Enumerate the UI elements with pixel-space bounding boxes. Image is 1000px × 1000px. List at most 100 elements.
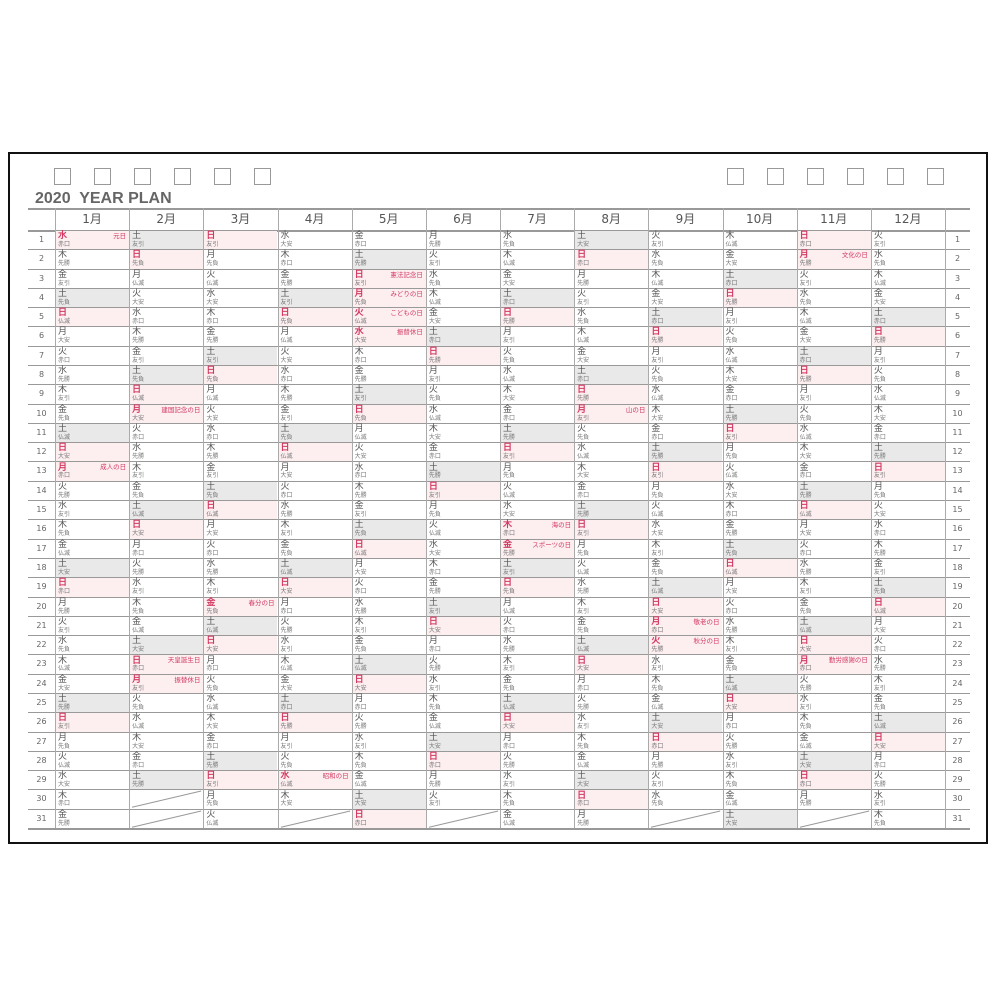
day-cell[interactable]: 仏滅 [724,462,797,480]
day-cell[interactable]: 友引 [501,327,574,345]
day-cell[interactable]: 赤口 [204,655,277,673]
day-cell[interactable]: 赤口 [575,790,649,809]
day-cell[interactable]: 仏滅 [204,385,277,403]
day-cell[interactable]: 仏滅 [56,540,129,558]
day-cell[interactable]: 先勝 [724,520,797,538]
day-cell[interactable]: 先負 [501,231,574,249]
day-cell[interactable]: 先勝 [204,751,278,771]
day-cell[interactable]: 先勝 [575,501,649,520]
day-cell[interactable]: 先負 [56,636,129,654]
day-cell[interactable]: 仏滅 [871,597,945,616]
day-cell[interactable]: 先負 [724,771,797,789]
day-cell[interactable]: 大安 [872,289,945,307]
day-cell[interactable]: 大安 [279,790,352,808]
day-cell[interactable]: 友引 [56,617,129,635]
day-cell[interactable]: 仏滅 [352,655,426,674]
day-cell[interactable]: 友引 [204,771,278,790]
day-cell[interactable]: 先負 [56,405,129,423]
day-cell[interactable]: 赤口 [352,809,426,828]
day-cell[interactable]: 大安 [501,713,575,732]
day-cell[interactable]: 先勝 [798,559,871,577]
day-cell[interactable]: 先負 [649,366,722,384]
day-cell[interactable]: 友引 [278,288,352,308]
day-cell[interactable]: 大安 [872,617,945,635]
day-cell[interactable]: 先勝 [56,693,130,713]
day-cell[interactable]: 大安 [279,462,352,480]
day-cell[interactable]: 大安 [649,520,722,538]
day-cell[interactable]: 大安 [649,713,723,732]
day-cell[interactable]: 先負 [204,366,278,385]
day-cell[interactable]: 先負 [56,733,129,751]
day-cell[interactable]: 仏滅 [724,231,797,249]
day-cell[interactable]: 赤口 [649,732,723,751]
day-cell[interactable]: 仏滅 [797,501,871,520]
day-cell[interactable]: 先負 [501,347,574,365]
day-cell[interactable]: 大安 [353,443,426,461]
day-cell[interactable]: 先勝 [56,810,129,828]
day-cell[interactable]: 先負 [575,308,648,326]
day-cell[interactable]: 赤口 [872,636,945,654]
day-cell[interactable]: 友引 [130,347,203,365]
day-cell[interactable]: 先負 [130,366,204,385]
day-cell[interactable]: 先負 [427,270,500,288]
day-cell[interactable]: 赤口 [204,424,277,442]
day-cell[interactable]: 大安 [426,732,500,751]
day-cell[interactable]: 仏滅 [575,327,648,345]
day-cell[interactable]: 赤口 [279,366,352,384]
day-cell[interactable]: 仏滅 [724,790,797,808]
day-cell[interactable]: 先負 みどりの日 [352,288,426,308]
day-cell[interactable]: 大安 [427,308,500,326]
day-cell[interactable]: 友引 [872,675,945,693]
day-cell[interactable]: 先勝 [798,790,871,808]
day-cell[interactable]: 友引 [872,559,945,577]
day-cell[interactable]: 大安 [56,443,130,462]
day-cell[interactable]: 仏滅 [130,713,203,731]
day-cell[interactable]: 仏滅 [279,327,352,345]
day-cell[interactable]: 先負 [723,539,797,558]
day-cell[interactable]: 先負 [278,308,352,327]
checkbox-5[interactable] [214,168,231,185]
day-cell[interactable]: 友引 [723,423,797,443]
day-cell[interactable]: 赤口 海の日 [501,520,575,539]
day-cell[interactable]: 赤口 敬老の日 [649,616,723,636]
day-cell[interactable]: 仏滅 [723,558,797,578]
day-cell[interactable]: 友引 [575,598,648,616]
checkbox-9[interactable] [807,168,824,185]
day-cell[interactable]: 先負 [204,481,278,501]
day-cell[interactable]: 赤口 [278,693,352,713]
day-cell[interactable]: 先負 [204,250,277,268]
day-cell[interactable]: 友引 [501,443,575,462]
day-cell[interactable]: 先勝 [649,327,723,346]
day-cell[interactable]: 大安 [56,558,130,578]
day-cell[interactable]: 友引 [649,462,723,481]
day-cell[interactable]: 友引 [649,540,722,558]
day-cell[interactable]: 先勝 [649,443,723,462]
day-cell[interactable]: 先勝 [56,250,129,268]
day-cell[interactable]: 先勝 [575,694,648,712]
day-cell[interactable]: 仏滅 [501,598,574,616]
day-cell[interactable]: 大安 [352,674,426,693]
day-cell[interactable]: 友引 [649,231,722,249]
day-cell[interactable]: 大安 [427,424,500,442]
day-cell[interactable]: 赤口 [56,790,129,808]
day-cell[interactable]: 赤口 [798,462,871,480]
day-cell[interactable]: 先負 [798,289,871,307]
day-cell[interactable]: 先勝 [724,617,797,635]
day-cell[interactable]: 赤口 [575,482,648,500]
day-cell[interactable]: 先負 [649,559,722,577]
day-cell[interactable]: 友引 [575,713,648,731]
day-cell[interactable]: 友引 [649,655,722,673]
day-cell[interactable]: 赤口 [501,733,574,751]
day-cell[interactable]: 仏滅 [798,308,871,326]
day-cell[interactable]: 先勝 [872,655,945,673]
day-cell[interactable]: 仏滅 [130,270,203,288]
day-cell[interactable]: 赤口 [723,269,797,288]
day-cell[interactable]: 大安 [501,385,574,403]
day-cell[interactable]: 赤口 [130,752,203,770]
day-cell[interactable]: 大安 [501,270,574,288]
day-cell[interactable]: 友引 [279,636,352,654]
day-cell[interactable]: 友引 [204,578,277,596]
day-cell[interactable]: 先負 [871,578,945,597]
day-cell[interactable]: 仏滅 [204,616,278,636]
day-cell[interactable]: 大安 [872,405,945,423]
